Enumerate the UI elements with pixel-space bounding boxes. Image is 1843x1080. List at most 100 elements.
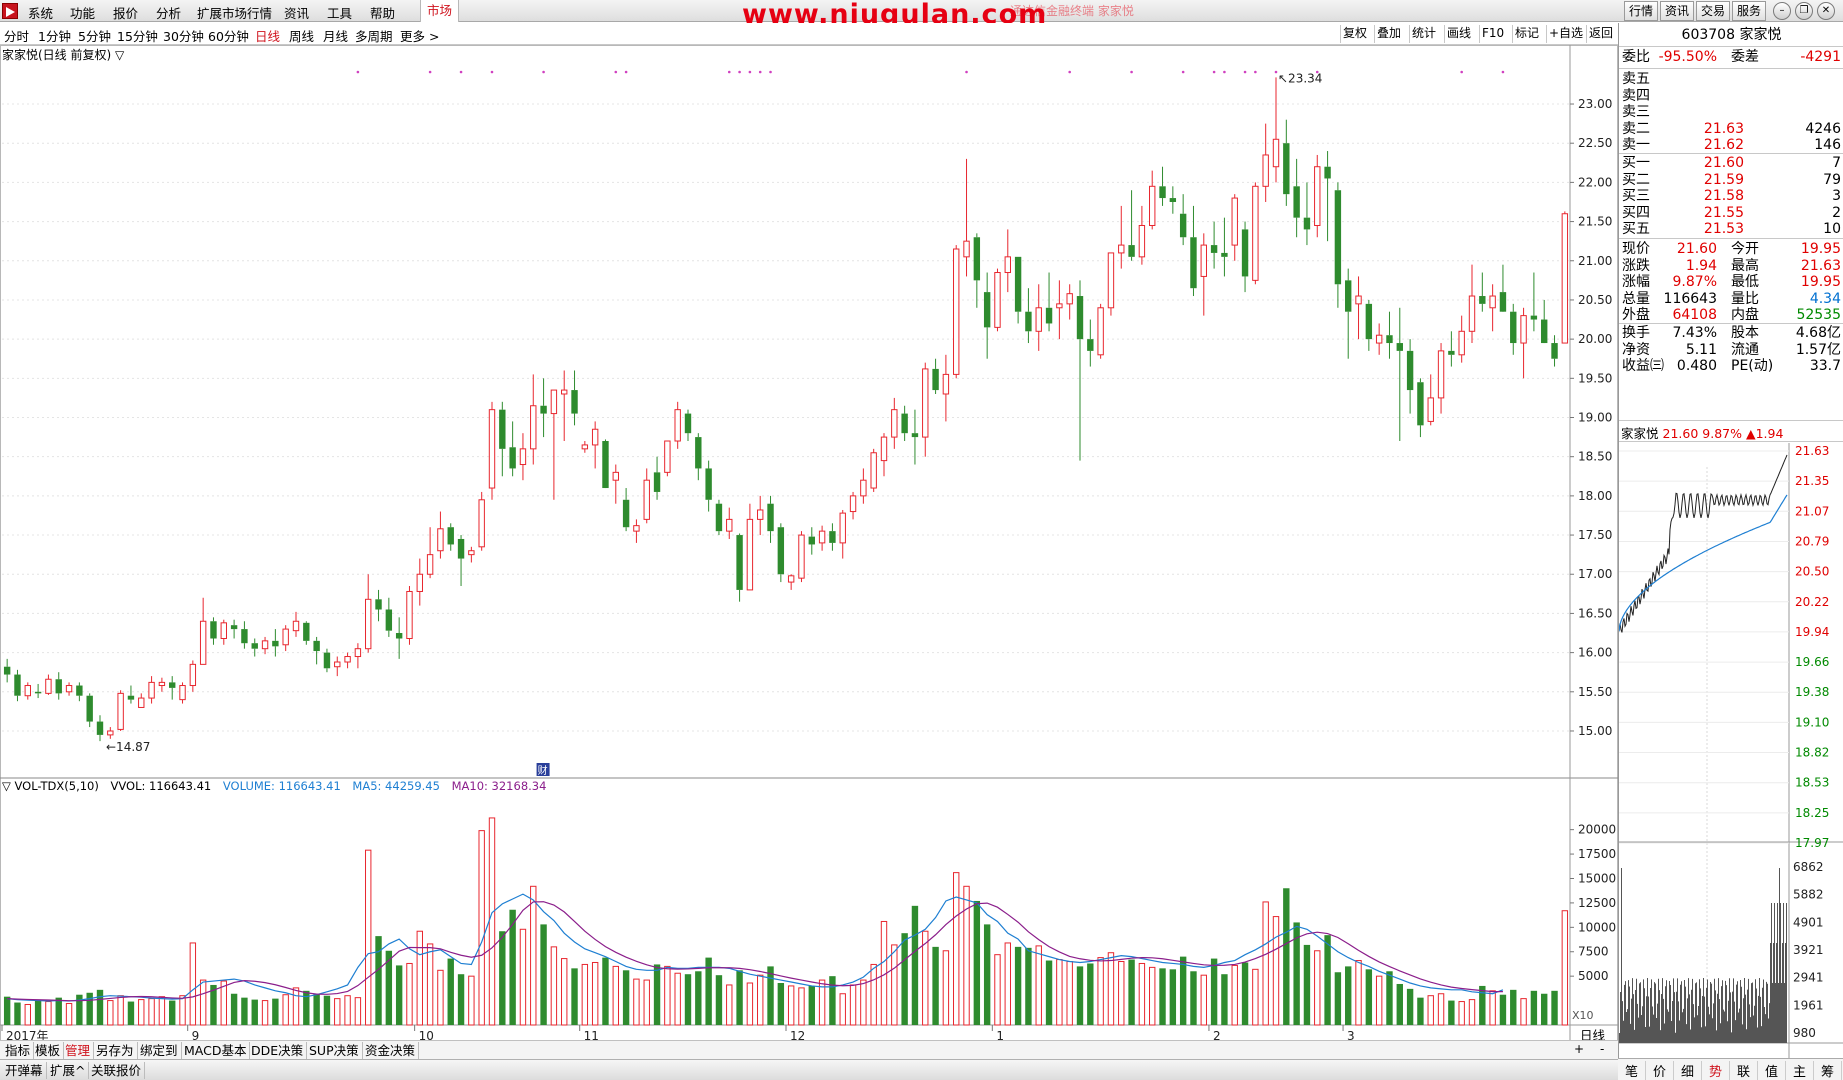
- period-60min[interactable]: 60分钟: [208, 29, 249, 44]
- event-marker[interactable]: [614, 70, 618, 74]
- event-marker[interactable]: [769, 70, 772, 74]
- event-marker[interactable]: [1254, 70, 1257, 74]
- period-weekly[interactable]: 周线: [289, 29, 315, 44]
- sell-level-row[interactable]: 卖一 21.62 146: [1619, 136, 1843, 155]
- event-marker[interactable]: [748, 70, 752, 74]
- linked-quote-toggle[interactable]: 关联报价: [88, 1062, 146, 1079]
- kline-chart[interactable]: 23.00 22.50 22.00 21.50 21.00 20.50 20.00 19.50…: [0, 45, 1618, 1045]
- event-marker[interactable]: [1130, 70, 1133, 74]
- sell-level-row[interactable]: 卖四: [1619, 87, 1843, 106]
- event-marker[interactable]: [1315, 70, 1319, 74]
- event-marker[interactable]: [1068, 70, 1071, 74]
- menu-system[interactable]: 系统: [28, 6, 54, 21]
- tab-sup[interactable]: SUP决策: [306, 1042, 363, 1059]
- quote-tab[interactable]: 值: [1758, 1061, 1786, 1080]
- buy-level-row[interactable]: 买四 21.55 2: [1619, 204, 1843, 223]
- quote-tab[interactable]: 笔: [1618, 1061, 1646, 1080]
- tab-manage[interactable]: 管理: [62, 1042, 95, 1059]
- event-marker[interactable]: [727, 70, 731, 74]
- quote-tab[interactable]: 细: [1674, 1061, 1702, 1080]
- event-marker[interactable]: [490, 70, 494, 74]
- tool-draw[interactable]: 画线: [1444, 25, 1473, 43]
- volume-bar: [911, 905, 919, 1025]
- tool-back[interactable]: 返回: [1586, 25, 1615, 43]
- menu-extended-market[interactable]: 扩展市场行情: [197, 6, 273, 21]
- row-label: 卖四: [1622, 87, 1650, 104]
- tab-dde[interactable]: DDE决策: [248, 1042, 308, 1059]
- tool-f10[interactable]: F10: [1479, 25, 1506, 43]
- volume-indicator-name[interactable]: ▽ VOL-TDX(5,10): [2, 779, 99, 793]
- event-marker[interactable]: [1181, 70, 1185, 74]
- period-daily[interactable]: 日线: [255, 29, 281, 44]
- menu-quote[interactable]: 报价: [113, 6, 139, 21]
- top-button-trade[interactable]: 交易: [1696, 1, 1731, 21]
- event-marker[interactable]: [758, 70, 762, 74]
- candle: [715, 499, 723, 536]
- buy-level-row[interactable]: 买一 21.60 7: [1619, 154, 1843, 173]
- intraday-mini-chart[interactable]: 21.63 21.35 21.07 20.79 20.50 20.22 19.94 19.66…: [1619, 443, 1843, 1058]
- event-marker[interactable]: [542, 70, 545, 74]
- menu-function[interactable]: 功能: [70, 6, 96, 21]
- app-logo-icon[interactable]: [2, 3, 18, 19]
- event-marker[interactable]: [1243, 70, 1247, 74]
- event-marker[interactable]: [1501, 70, 1505, 74]
- quote-tab[interactable]: 联: [1730, 1061, 1758, 1080]
- period-tick[interactable]: 分时: [4, 29, 30, 44]
- event-marker[interactable]: [624, 70, 628, 74]
- tool-mark[interactable]: 标记: [1512, 25, 1541, 43]
- tool-stats[interactable]: 统计: [1409, 25, 1438, 43]
- event-marker[interactable]: [1223, 70, 1226, 74]
- top-button-news[interactable]: 资讯: [1660, 1, 1695, 21]
- sell-level-row[interactable]: 卖五: [1619, 70, 1843, 89]
- menu-analysis[interactable]: 分析: [156, 6, 182, 21]
- buy-level-row[interactable]: 买五 21.53 10: [1619, 220, 1843, 239]
- period-monthly[interactable]: 月线: [323, 29, 349, 44]
- event-marker[interactable]: [965, 70, 968, 74]
- period-multi[interactable]: 多周期: [355, 29, 393, 44]
- tab-fund[interactable]: 资金决策: [362, 1042, 420, 1059]
- quote-tab[interactable]: 势: [1702, 1061, 1730, 1080]
- menu-tools[interactable]: 工具: [327, 6, 353, 21]
- event-marker[interactable]: [1212, 70, 1216, 74]
- event-marker[interactable]: [738, 70, 741, 74]
- zoom-in-button[interactable]: +: [1574, 1042, 1585, 1056]
- tab-bind-to[interactable]: 绑定到: [137, 1042, 182, 1059]
- buy-level-row[interactable]: 买三 21.58 3: [1619, 187, 1843, 206]
- tab-save-as[interactable]: 另存为: [93, 1042, 138, 1059]
- tab-indicator[interactable]: 指标: [2, 1042, 35, 1059]
- quote-tab[interactable]: 主: [1786, 1061, 1814, 1080]
- menu-news[interactable]: 资讯: [284, 6, 310, 21]
- buy-level-row[interactable]: 买二 21.59 79: [1619, 171, 1843, 190]
- quote-tab[interactable]: 价: [1646, 1061, 1674, 1080]
- close-icon[interactable]: ✕: [1817, 2, 1835, 20]
- top-button-service[interactable]: 服务: [1732, 1, 1767, 21]
- period-more[interactable]: 更多 >: [400, 29, 440, 44]
- event-marker[interactable]: [356, 70, 360, 74]
- event-marker[interactable]: [428, 70, 432, 74]
- period-5min[interactable]: 5分钟: [78, 29, 111, 44]
- tool-watchlist[interactable]: +自选: [1546, 25, 1585, 43]
- finance-badge-icon[interactable]: 财: [536, 763, 550, 777]
- event-marker[interactable]: [459, 70, 463, 74]
- period-1min[interactable]: 1分钟: [38, 29, 71, 44]
- tab-macd[interactable]: MACD基本: [181, 1042, 251, 1059]
- volume-bar: [107, 1000, 114, 1026]
- sell-level-row[interactable]: 卖三: [1619, 103, 1843, 122]
- event-marker[interactable]: [1460, 70, 1463, 74]
- bullet-comments-toggle[interactable]: 开弹幕: [2, 1062, 47, 1079]
- extend-toggle[interactable]: 扩展^: [47, 1062, 90, 1079]
- period-30min[interactable]: 30分钟: [163, 29, 204, 44]
- period-15min[interactable]: 15分钟: [117, 29, 158, 44]
- tool-adjust[interactable]: 复权: [1340, 25, 1369, 43]
- tool-overlay[interactable]: 叠加: [1374, 25, 1403, 43]
- menu-market[interactable]: 市场: [420, 0, 460, 22]
- minimize-icon[interactable]: –: [1773, 2, 1791, 20]
- event-marker[interactable]: [1274, 70, 1278, 74]
- zoom-out-button[interactable]: -: [1600, 1042, 1605, 1056]
- quote-tab[interactable]: 筹: [1814, 1061, 1842, 1080]
- menu-help[interactable]: 帮助: [370, 6, 396, 21]
- tab-template[interactable]: 模板: [32, 1042, 65, 1059]
- restore-icon[interactable]: ❐: [1795, 2, 1813, 20]
- sell-level-row[interactable]: 卖二 21.63 4246: [1619, 120, 1843, 139]
- top-button-market[interactable]: 行情: [1624, 1, 1659, 21]
